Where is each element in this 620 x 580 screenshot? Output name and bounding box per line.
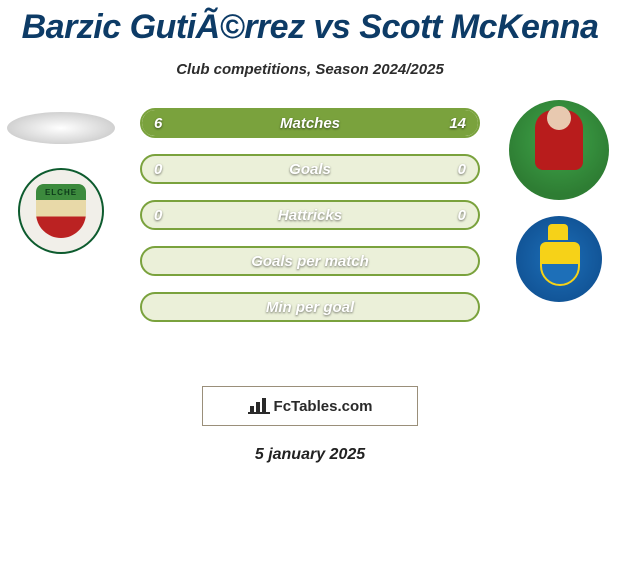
stat-left-value: 0 [154,161,162,178]
stat-bars: 6 Matches 14 0 Goals 0 0 Hattricks 0 Goa… [140,108,480,322]
stat-label: Goals per match [251,253,369,270]
left-player-photo [7,112,115,144]
page-title: Barzic GutiÃ©rrez vs Scott McKenna [0,0,620,47]
source-logo-text: FcTables.com [274,398,373,415]
stat-left-value: 6 [154,115,162,132]
stat-label: Goals [289,161,331,178]
stat-bar: 0 Goals 0 [140,154,480,184]
source-logo: FcTables.com [202,386,418,426]
stat-left-value: 0 [154,207,162,224]
right-player-photo [509,100,609,200]
stat-label: Min per goal [266,299,354,316]
stat-bar: Min per goal [140,292,480,322]
stat-bar: Goals per match [140,246,480,276]
stat-right-value: 0 [458,161,466,178]
subtitle: Club competitions, Season 2024/2025 [0,61,620,78]
comparison-area: 6 Matches 14 0 Goals 0 0 Hattricks 0 Goa… [0,108,620,368]
stat-label: Hattricks [278,207,342,224]
chart-icon [248,398,270,414]
stat-label: Matches [280,115,340,132]
snapshot-date: 5 january 2025 [0,446,620,464]
stat-bar: 0 Hattricks 0 [140,200,480,230]
left-club-badge [18,168,104,254]
bar-fill-right [243,110,478,136]
stat-right-value: 14 [449,115,466,132]
stat-right-value: 0 [458,207,466,224]
stat-bar: 6 Matches 14 [140,108,480,138]
right-column [504,108,614,302]
right-club-badge [516,216,602,302]
left-column [6,108,116,254]
